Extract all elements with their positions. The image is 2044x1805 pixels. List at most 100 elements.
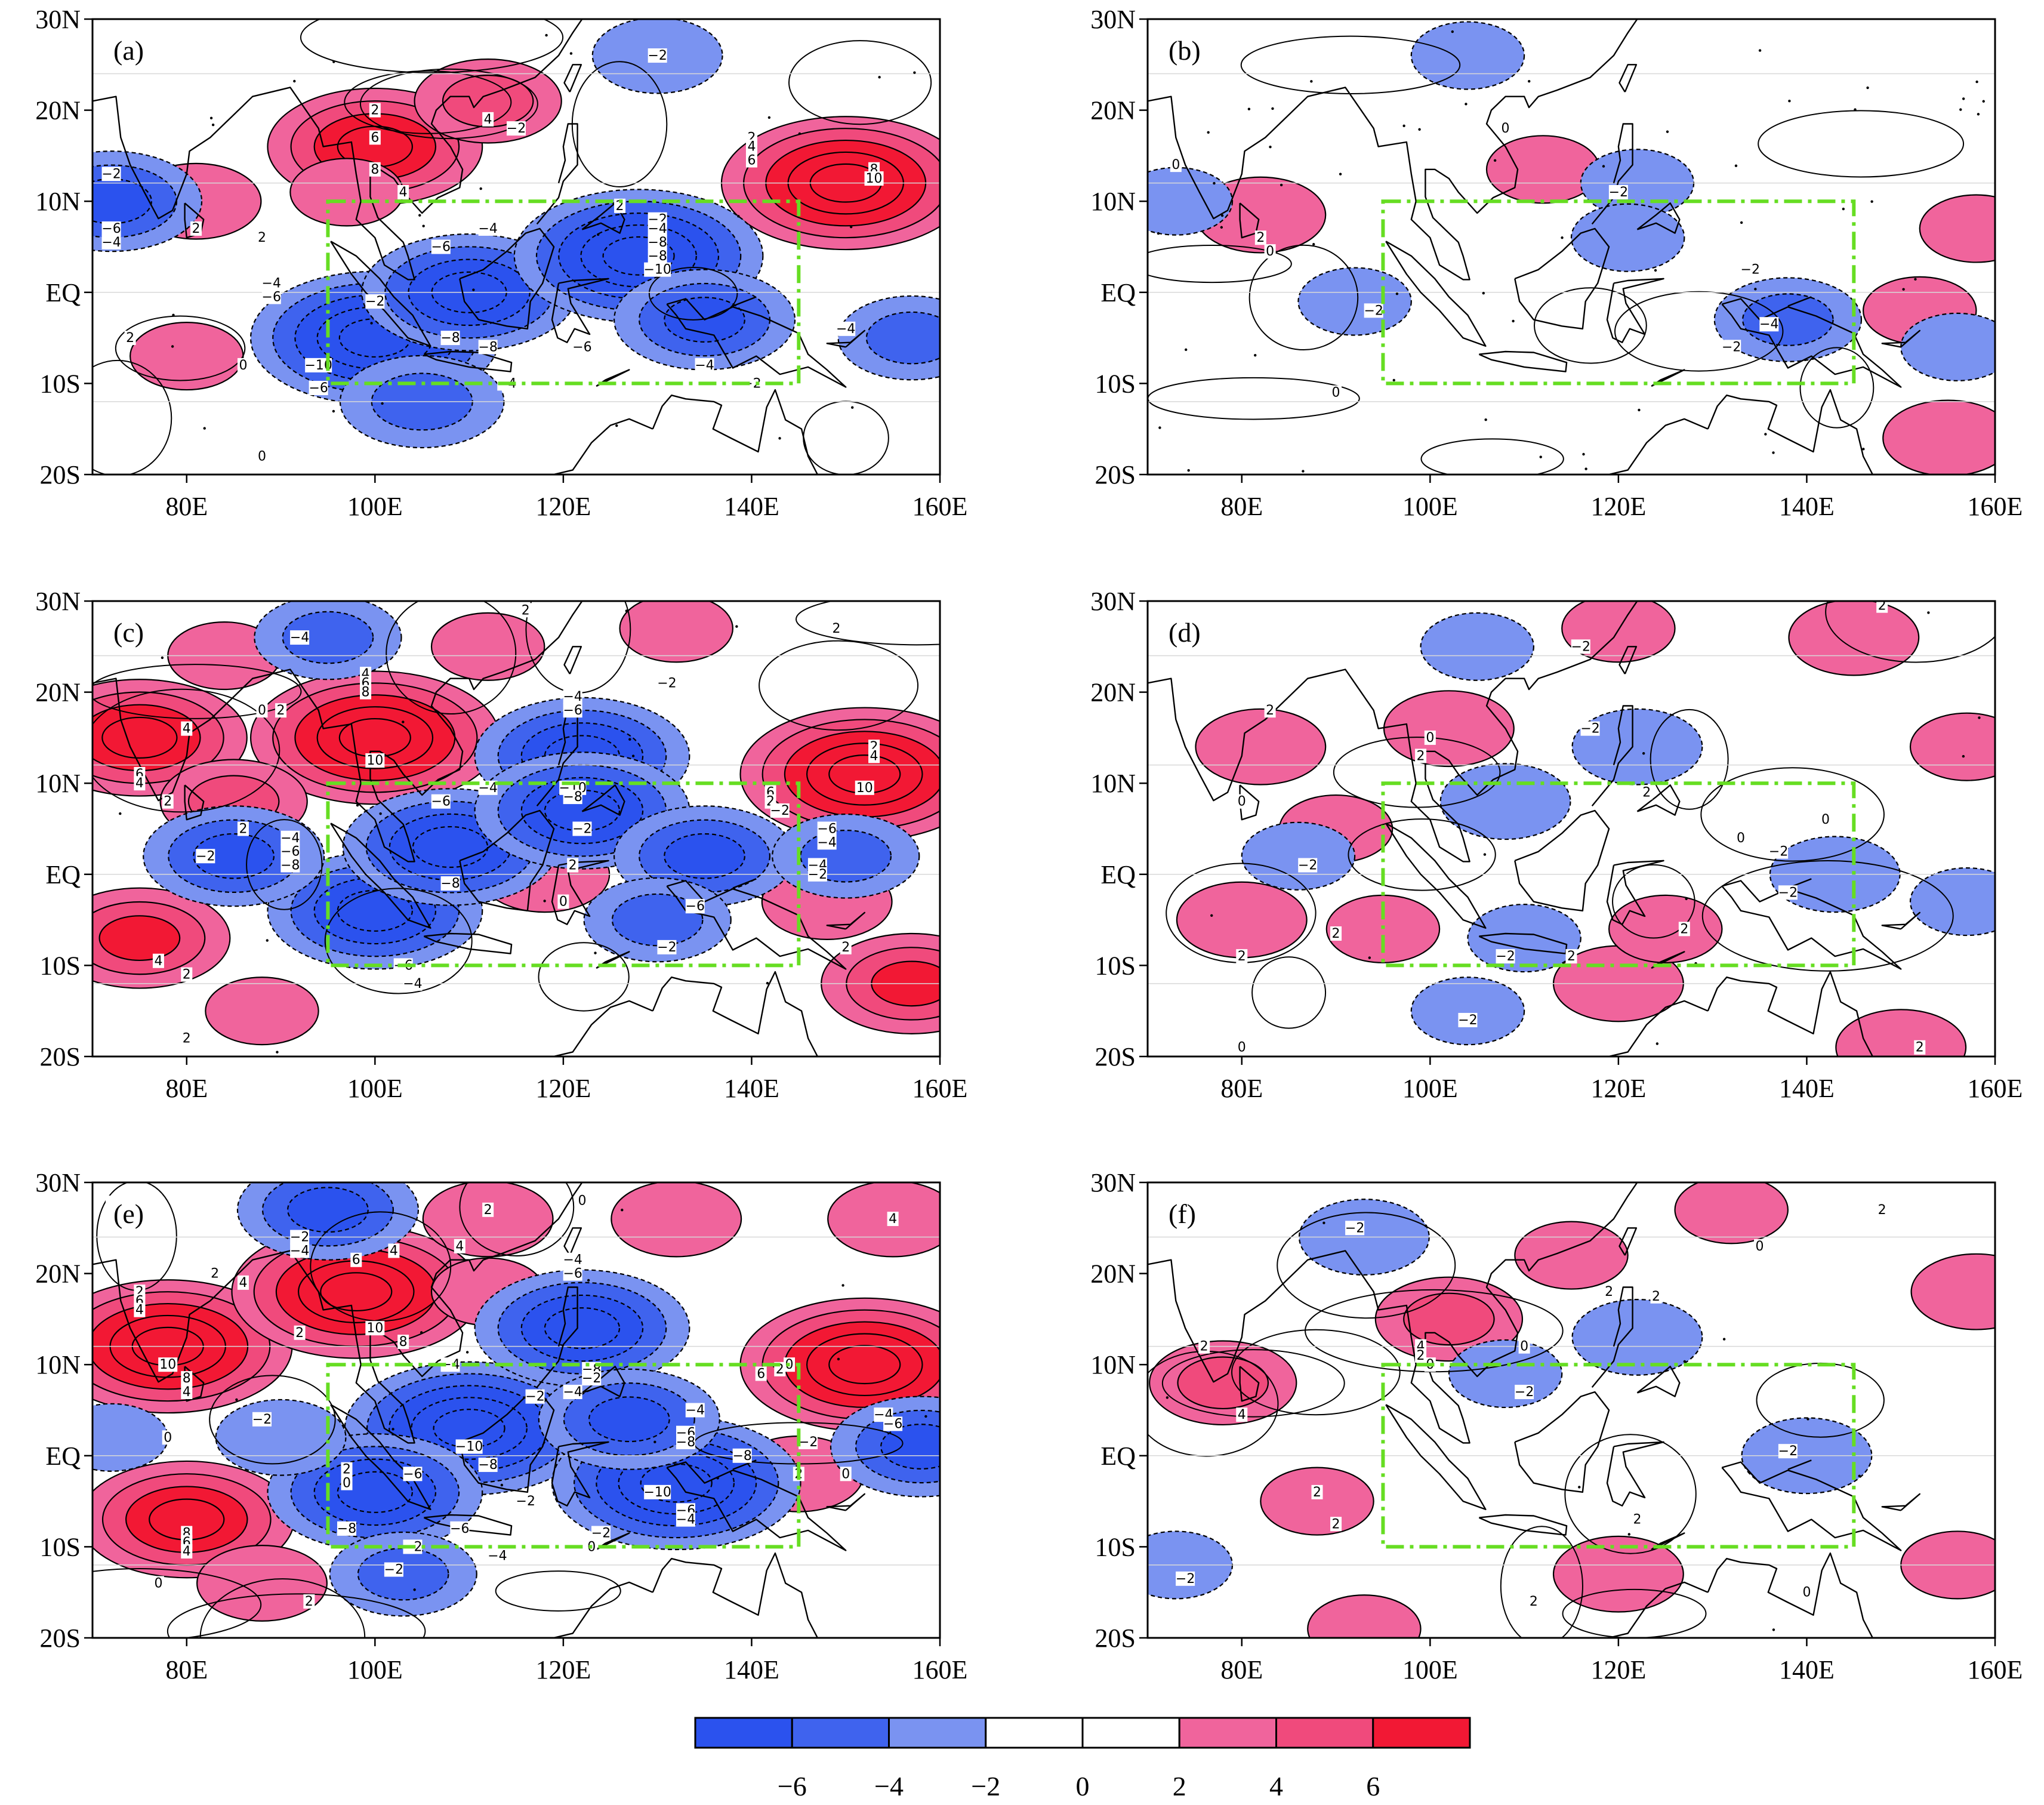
contour-label: 2	[258, 230, 266, 245]
coastline	[732, 878, 757, 889]
significance-dot	[266, 939, 269, 942]
significance-dot	[1740, 221, 1743, 224]
coastline	[459, 227, 555, 329]
contour-label: 4	[135, 776, 144, 791]
contour	[337, 1471, 413, 1513]
coastline	[1385, 823, 1487, 929]
zero-contour	[459, 1182, 575, 1256]
contour-label: 2	[1605, 1285, 1613, 1299]
significance-dot	[1772, 451, 1775, 454]
x-tick-label: 140E	[1779, 1074, 1835, 1103]
colorbar-segment	[1081, 1717, 1180, 1749]
positive-anomaly	[1882, 399, 1995, 475]
positive-anomaly	[739, 1297, 940, 1432]
colorbar-tick-label: 4	[1269, 1771, 1283, 1801]
significance-dot	[1642, 751, 1645, 755]
panel-label: (b)	[1169, 35, 1201, 66]
y-tick-label: 30N	[1090, 587, 1136, 616]
significance-dot	[653, 1440, 656, 1444]
contour-label: 4	[1238, 1407, 1246, 1422]
zero-contour	[93, 664, 302, 719]
coastline	[1562, 418, 1709, 475]
x-tick-label: 100E	[347, 1655, 403, 1684]
significance-dot	[766, 981, 769, 985]
negative-anomaly	[1713, 277, 1863, 362]
contour-label: −2	[1364, 303, 1383, 318]
significance-dot	[1322, 1221, 1325, 1224]
coastline	[1239, 1366, 1260, 1402]
map-content: 264108424−2−464108422−2086402−4−10−8−620…	[93, 1182, 940, 1638]
contour-label: −8	[732, 1449, 751, 1464]
contour-label: −4	[695, 358, 714, 373]
contour-label: 0	[1266, 244, 1274, 259]
contour-label: 2	[522, 603, 530, 618]
y-tick-label: 10N	[35, 1350, 81, 1379]
panel-label: (a)	[113, 35, 144, 66]
significance-dot	[1207, 131, 1210, 134]
zero-contour	[1161, 1349, 1345, 1418]
coastline	[1606, 1441, 1664, 1507]
y-tick-label: 30N	[35, 5, 81, 34]
coastline	[1787, 1459, 1812, 1470]
contour-label: −8	[337, 1521, 356, 1536]
contour	[337, 889, 413, 932]
contour-label: 4	[399, 185, 408, 200]
y-tick-label: 20N	[1090, 96, 1136, 125]
positive-anomaly	[289, 158, 404, 227]
contour	[1570, 203, 1685, 272]
significance-dot	[1734, 164, 1738, 167]
contour-label: −2	[101, 167, 121, 181]
contour-label: −6	[817, 822, 836, 837]
contour-label: 4	[154, 954, 162, 969]
significance-dot	[597, 233, 600, 236]
coastline	[1707, 971, 1873, 1056]
contour-label: 0	[154, 1576, 162, 1591]
contour-label: −6	[280, 845, 300, 860]
zero-contour	[796, 601, 940, 646]
significance-dot	[594, 951, 597, 954]
significance-dot	[1578, 1486, 1581, 1489]
colorbar-tick-label: −4	[874, 1771, 904, 1801]
study-region-box	[1381, 199, 1856, 386]
y-tick-label: 20N	[1090, 1259, 1136, 1289]
colorbar-segment	[985, 1717, 1084, 1749]
contour-label: −4	[488, 1549, 507, 1564]
study-region-box	[326, 199, 801, 386]
positive-anomaly	[739, 707, 940, 842]
contour	[1448, 1339, 1563, 1409]
zero-contour	[538, 942, 630, 1012]
x-tick-label: 80E	[165, 1074, 208, 1103]
significance-dot	[1166, 1396, 1169, 1399]
x-tick-label: 80E	[1220, 1074, 1263, 1103]
coastline	[581, 202, 625, 234]
contour	[1297, 267, 1412, 336]
significance-dot	[1788, 100, 1791, 103]
contour	[827, 1182, 940, 1258]
contour	[1514, 1221, 1629, 1290]
y-tick-label: 30N	[1090, 1168, 1136, 1197]
significance-dot	[735, 625, 738, 628]
contour	[1882, 399, 1995, 475]
contour-label: −2	[196, 849, 215, 864]
y-tick-label: 10S	[1095, 1532, 1136, 1561]
coastline	[536, 1286, 578, 1388]
significance-dot	[420, 1331, 423, 1334]
significance-dot	[1982, 100, 1985, 103]
significance-dot	[1484, 418, 1487, 421]
contour-label: −4	[836, 322, 855, 337]
significance-dot	[1959, 108, 1962, 111]
contour-label: 8	[362, 685, 370, 700]
significance-dot	[716, 1477, 719, 1480]
contour	[98, 915, 181, 962]
x-tick-label: 160E	[912, 492, 968, 521]
positive-anomaly	[1260, 1467, 1374, 1536]
contour-label: −2	[1722, 340, 1741, 355]
significance-dot	[370, 322, 373, 325]
positive-anomaly	[196, 1545, 328, 1622]
coastline	[1514, 1391, 1610, 1493]
significance-dot	[1927, 611, 1930, 614]
zero-contour	[1148, 244, 1292, 284]
panel-frame	[91, 1181, 941, 1639]
contour-label: 4	[870, 749, 878, 763]
